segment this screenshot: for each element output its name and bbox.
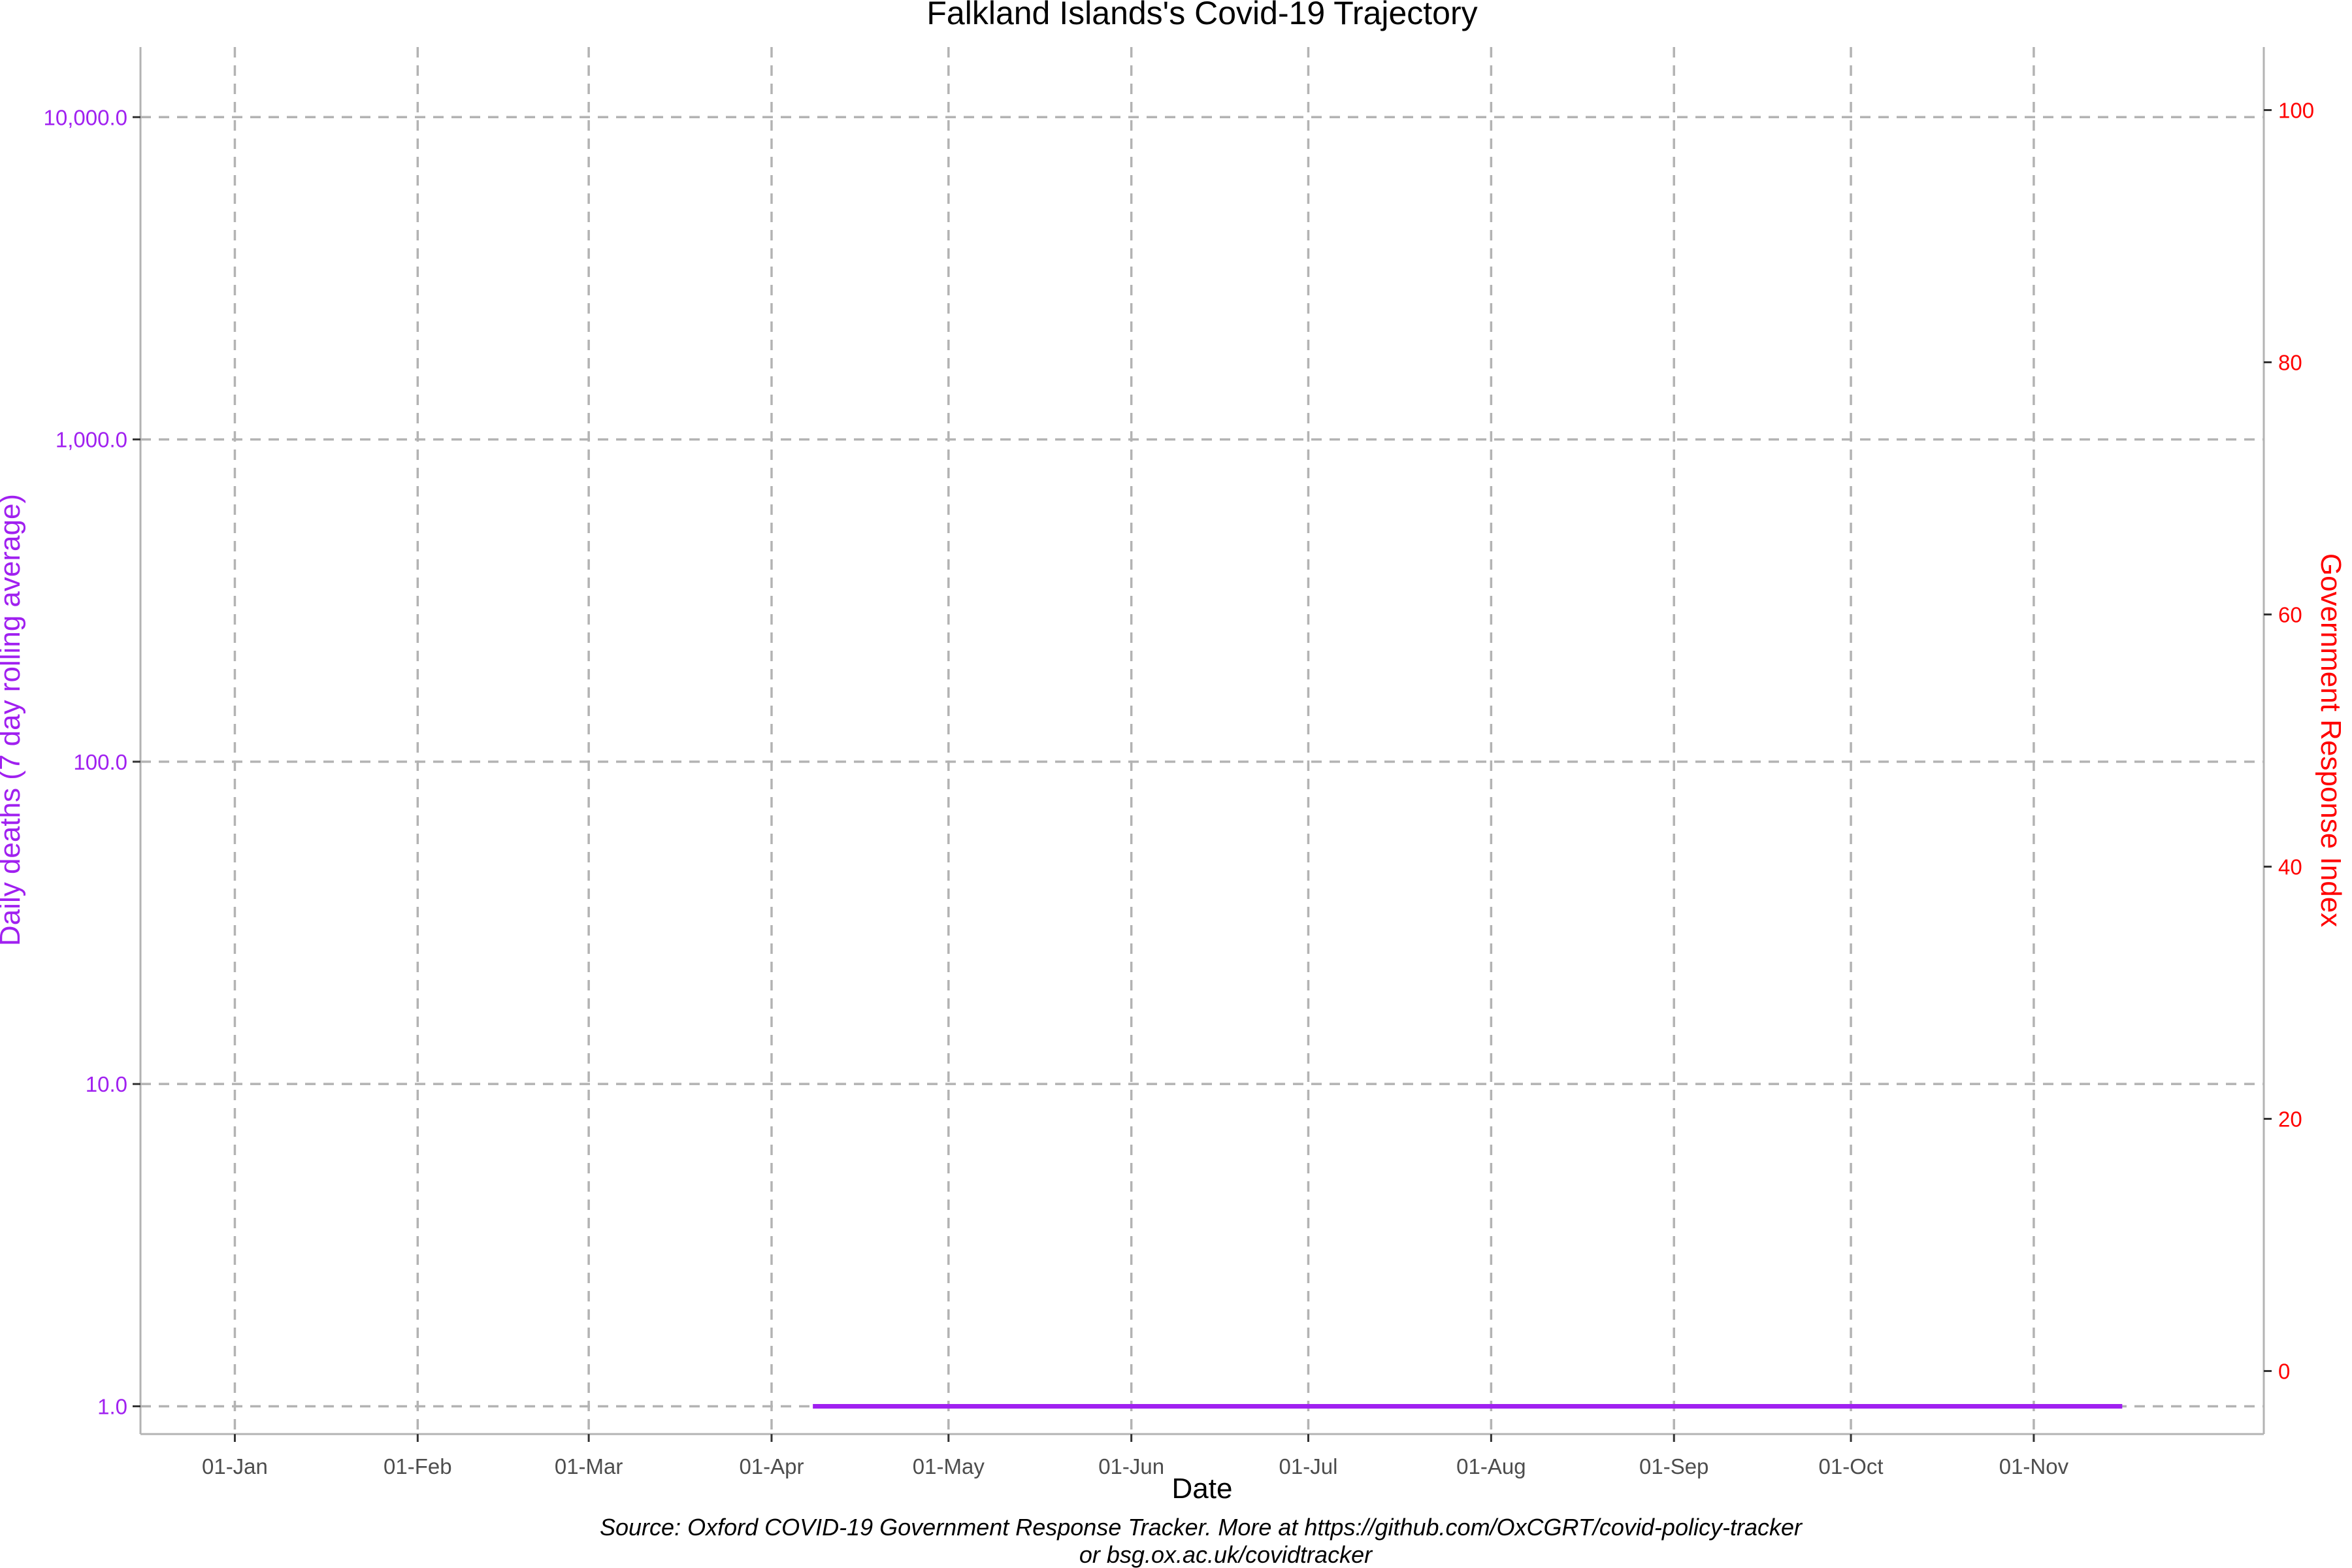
- x-tick-label: 01-Mar: [555, 1454, 623, 1478]
- x-tick-label: 01-Jul: [1279, 1454, 1338, 1478]
- y-left-tick-label: 1,000.0: [56, 428, 127, 452]
- x-tick-label: 01-Aug: [1456, 1454, 1526, 1478]
- y-left-tick-label: 100.0: [73, 750, 127, 774]
- x-tick-label: 01-Jun: [1098, 1454, 1164, 1478]
- source-caption-line-2: or bsg.ox.ac.uk/covidtracker: [1079, 1541, 1373, 1568]
- x-axis-title: Date: [1172, 1473, 1233, 1505]
- x-tick-label: 01-Oct: [1819, 1454, 1884, 1478]
- y-right-tick-label: 60: [2278, 603, 2302, 627]
- y-right-tick-label: 100: [2278, 99, 2314, 123]
- grid-lines: [140, 47, 2264, 1434]
- x-tick-label: 01-Jan: [202, 1454, 268, 1478]
- y-right-axis-ticks: 0 20 40 60 80 100: [2264, 99, 2314, 1384]
- y-right-tick-label: 80: [2278, 351, 2302, 375]
- x-tick-label: 01-Apr: [739, 1454, 804, 1478]
- x-tick-label: 01-May: [913, 1454, 985, 1478]
- y-right-axis-title: Government Response Index: [2315, 553, 2347, 927]
- source-caption-line-1: Source: Oxford COVID-19 Government Respo…: [600, 1514, 1803, 1541]
- x-tick-label: 01-Nov: [1999, 1454, 2069, 1478]
- y-right-tick-label: 0: [2278, 1360, 2290, 1384]
- chart-title: Falkland Islands's Covid-19 Trajectory: [926, 0, 1477, 31]
- y-left-axis-ticks: 1.0 10.0 100.0 1,000.0 10,000.0: [44, 105, 140, 1418]
- y-right-tick-label: 40: [2278, 855, 2302, 879]
- y-left-axis-title: Daily deaths (7 day rolling average): [0, 494, 26, 946]
- y-left-tick-label: 1.0: [97, 1394, 127, 1418]
- y-right-tick-label: 20: [2278, 1107, 2302, 1132]
- x-axis-ticks: 01-Jan 01-Feb 01-Mar 01-Apr 01-May 01-Jun 01-J…: [202, 1434, 2069, 1478]
- x-tick-label: 01-Feb: [384, 1454, 452, 1478]
- y-left-tick-label: 10,000.0: [44, 105, 127, 129]
- x-tick-label: 01-Sep: [1639, 1454, 1708, 1478]
- axes: [139, 47, 2265, 1435]
- y-left-tick-label: 10.0: [86, 1072, 127, 1096]
